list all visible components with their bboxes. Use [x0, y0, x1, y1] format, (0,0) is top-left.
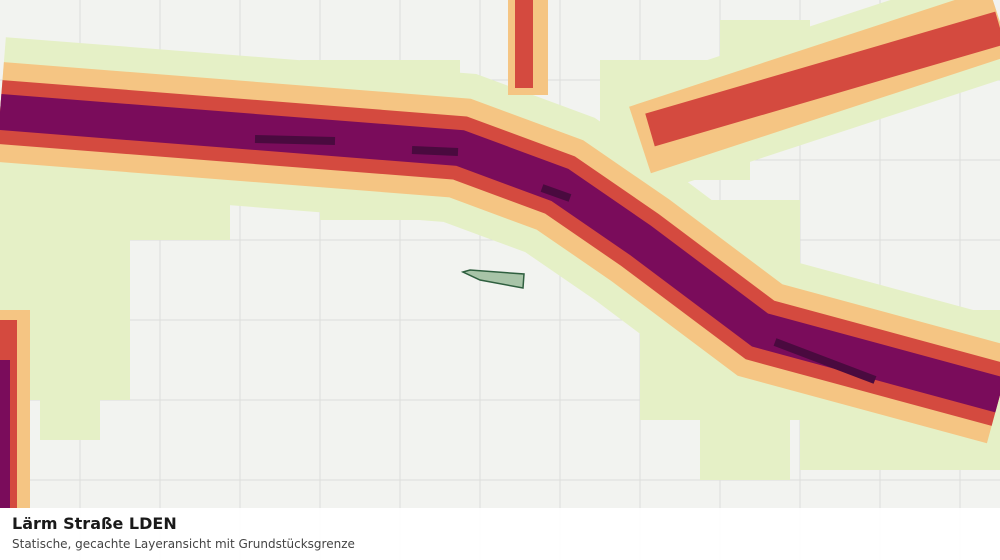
parcel-boundary — [460, 269, 525, 289]
layer-title: Lärm Straße LDEN — [12, 514, 177, 533]
caption-bar: Lärm Straße LDEN Statische, gecachte Lay… — [0, 508, 1000, 560]
layer-subtitle: Statische, gecachte Layeransicht mit Gru… — [12, 537, 355, 551]
noise-roads — [0, 0, 1000, 508]
